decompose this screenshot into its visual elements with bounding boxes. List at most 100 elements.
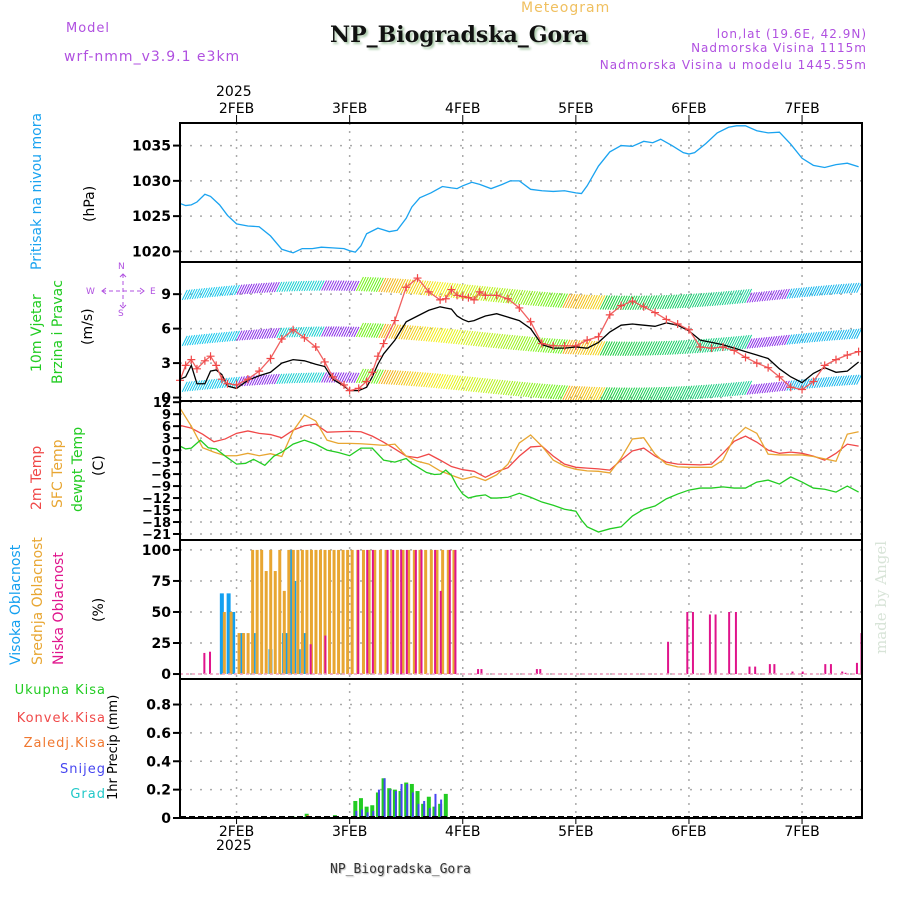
x-tick-label-bottom: 6FEB (671, 824, 706, 840)
wind-barb (199, 333, 206, 345)
wind-barb (360, 322, 369, 338)
wind-barb (256, 282, 263, 294)
wind-barb (360, 368, 369, 384)
wind-barb (808, 332, 815, 343)
wind-barb (430, 281, 439, 296)
wind-barb (537, 291, 546, 307)
wind-barb (216, 286, 223, 297)
wind-barb (584, 294, 593, 310)
wind-barb (749, 292, 756, 303)
wind-barb (701, 292, 710, 307)
wind-barb (607, 295, 616, 310)
wind-barb (346, 326, 352, 337)
wind-barb (786, 334, 793, 345)
x-tick-label-bottom: 5FEB (558, 824, 593, 840)
wind-barb (701, 384, 710, 399)
wind-barb (477, 378, 486, 393)
wind-barb (754, 337, 761, 349)
wind-barb (552, 384, 561, 400)
wind-barb (373, 277, 382, 292)
wind-barb (204, 333, 211, 344)
precip-bar-precip_snow (377, 789, 380, 818)
wind-barb (637, 387, 646, 402)
wind-barb (848, 328, 855, 340)
cloud-bar-cloud_mid (384, 549, 388, 675)
wind-barb (724, 290, 733, 306)
cloud-bar-cloud_low (400, 549, 403, 675)
wind-barb (296, 326, 303, 338)
wind-barb (313, 326, 320, 337)
wind-barb (706, 292, 715, 307)
wind-barb (774, 381, 780, 393)
wind-barb (674, 340, 683, 355)
wind-barb (535, 291, 544, 307)
cloud-bar-cloud_low (754, 666, 757, 675)
wind-barb (734, 381, 743, 397)
wind-barb (480, 286, 489, 301)
wind-barb (316, 326, 323, 337)
wind-barb (229, 377, 235, 388)
wind-barb (455, 329, 464, 345)
compass-s: S (118, 309, 124, 319)
wind-barb (393, 324, 402, 339)
wind-barb (565, 293, 573, 309)
wind-barb (194, 334, 201, 345)
wind-barb (383, 323, 392, 339)
wind-barb (186, 381, 193, 392)
wind-barb (358, 322, 367, 338)
wind-barb (229, 285, 235, 296)
wind-barb (729, 382, 738, 397)
cloud-bar-cloud_low (824, 664, 827, 675)
wind-barb (751, 383, 758, 395)
wind-barb (375, 323, 384, 338)
wind-barb (244, 283, 250, 295)
wind-barb (216, 332, 223, 343)
wind-barb (495, 333, 504, 349)
wind-barb (816, 285, 823, 297)
pressure-line (179, 125, 859, 254)
gust-marker (379, 339, 388, 348)
wind-barb (490, 379, 499, 394)
wind-barb (191, 288, 198, 300)
wind-barb (567, 385, 576, 401)
wind-barb (821, 331, 828, 342)
wind-barb (577, 294, 586, 309)
wind-barb (801, 286, 808, 298)
wind-barb (189, 380, 196, 392)
wind-barb (266, 328, 273, 339)
wind-barb (505, 288, 514, 304)
wind-barb (589, 386, 598, 402)
wind-barb (425, 327, 434, 342)
cloud-bar-cloud_low (386, 549, 389, 675)
wind-barb (472, 377, 481, 393)
wind-barb (253, 329, 260, 340)
wind-gust-line (179, 277, 859, 392)
cloud-bar-cloud_mid (242, 633, 246, 675)
wind-barb (301, 326, 308, 338)
wind-barb (574, 386, 583, 401)
wind-barb (796, 379, 803, 390)
wind-barb (398, 278, 407, 294)
wind-barb (627, 341, 636, 356)
precip-bar-precip_total (358, 798, 363, 818)
wind-barb (500, 288, 509, 303)
panel-frame-pressure (179, 122, 863, 263)
cloud-bar-cloud_low (448, 549, 451, 675)
wind-barb (714, 383, 723, 398)
wind-barb (674, 294, 683, 309)
wind-barb (652, 341, 660, 356)
wind-barb (368, 277, 377, 292)
gust-marker (300, 333, 309, 342)
cloud-bar-cloud_mid (287, 549, 291, 675)
wind-barb (201, 333, 208, 345)
wind-barb (321, 372, 328, 383)
cloud-bar-cloud_low (708, 614, 711, 675)
wind-barb (253, 283, 260, 294)
wind-barb (308, 280, 315, 291)
wind-barb (458, 330, 466, 345)
wind-barb (642, 341, 651, 356)
wind-barb (428, 373, 437, 388)
gust-marker (798, 385, 807, 394)
panel-frame-precipitation (179, 678, 863, 819)
wind-barb (696, 292, 705, 308)
